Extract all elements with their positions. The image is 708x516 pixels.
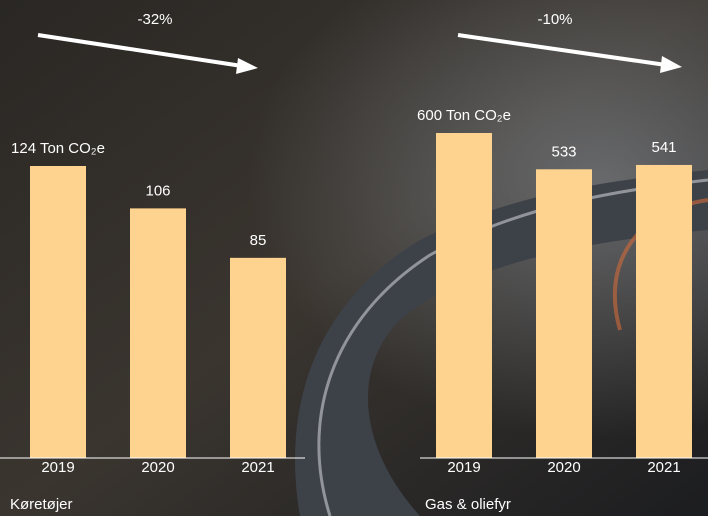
bar xyxy=(130,208,186,458)
bar xyxy=(436,133,492,458)
road-line xyxy=(317,178,708,516)
chart-title: Køretøjer xyxy=(10,496,73,513)
value-label: 85 xyxy=(250,232,267,249)
x-tick-label: 2019 xyxy=(41,459,74,476)
road xyxy=(295,170,708,516)
bar xyxy=(636,164,692,459)
x-tick-label: 2020 xyxy=(141,459,174,476)
value-label: 600 Ton CO₂e xyxy=(417,107,511,124)
x-tick-label: 2020 xyxy=(547,459,580,476)
value-label: 106 xyxy=(145,182,170,199)
bar xyxy=(230,257,286,458)
arrow xyxy=(37,33,258,74)
arrow xyxy=(457,33,682,73)
value-label: 533 xyxy=(551,143,576,160)
value-label: 541 xyxy=(651,139,676,156)
chart-title: Gas & oliefyr xyxy=(425,496,511,513)
annotation: -10% xyxy=(537,11,572,28)
x-tick-label: 2021 xyxy=(241,459,274,476)
x-tick-label: 2019 xyxy=(447,459,480,476)
x-tick-label: 2021 xyxy=(647,459,680,476)
value-label: 124 Ton CO₂e xyxy=(11,140,105,157)
annotation: -32% xyxy=(137,11,172,28)
bar xyxy=(536,169,592,458)
bar xyxy=(30,166,86,458)
